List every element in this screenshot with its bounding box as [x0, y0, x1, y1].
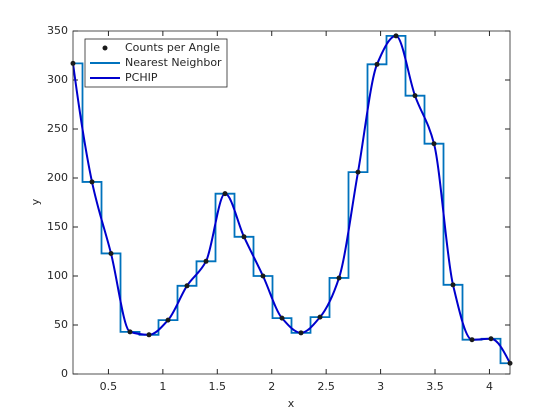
data-point	[108, 250, 114, 256]
data-point	[127, 329, 133, 335]
data-point	[146, 332, 152, 338]
data-point	[260, 273, 266, 279]
pchip-line	[72, 34, 511, 364]
x-tick-label: 2	[268, 380, 275, 393]
x-axis-label: x	[288, 397, 295, 410]
data-point	[393, 33, 399, 39]
x-tick-label: 1.5	[209, 380, 227, 393]
data-point	[450, 282, 456, 288]
data-point	[317, 314, 323, 320]
data-point	[222, 191, 228, 197]
data-point	[336, 275, 342, 281]
legend-marker	[102, 45, 108, 51]
y-axis-label: y	[29, 198, 42, 205]
data-point	[241, 234, 247, 240]
y-tick-label: 100	[47, 269, 68, 282]
data-point	[89, 179, 95, 185]
x-tick-label: 1	[159, 380, 166, 393]
y-tick-label: 350	[47, 24, 68, 37]
y-tick-label: 0	[61, 367, 68, 380]
data-point	[412, 93, 418, 99]
x-tick-label: 0.5	[100, 380, 118, 393]
y-tick-label: 300	[47, 73, 68, 86]
x-tick-label: 2.5	[317, 380, 335, 393]
y-tick-label: 50	[54, 318, 68, 331]
legend-label: PCHIP	[125, 71, 158, 84]
data-point	[203, 258, 209, 264]
data-point	[279, 315, 285, 321]
y-tick-label: 250	[47, 122, 68, 135]
data-point	[431, 141, 437, 147]
data-point	[184, 283, 190, 289]
axes-box	[72, 30, 511, 375]
data-point	[165, 317, 171, 323]
legend-label: Counts per Angle	[125, 41, 220, 54]
x-tick-label: 3	[377, 380, 384, 393]
data-point	[469, 337, 475, 343]
x-tick-label: 4	[486, 380, 493, 393]
x-tick-label: 3.5	[426, 380, 444, 393]
data-point	[298, 330, 304, 336]
data-point	[374, 61, 380, 67]
y-tick-label: 200	[47, 171, 68, 184]
data-point	[355, 169, 361, 175]
y-tick-label: 150	[47, 220, 68, 233]
data-point	[488, 336, 494, 342]
legend-label: Nearest Neighbor	[125, 56, 222, 69]
